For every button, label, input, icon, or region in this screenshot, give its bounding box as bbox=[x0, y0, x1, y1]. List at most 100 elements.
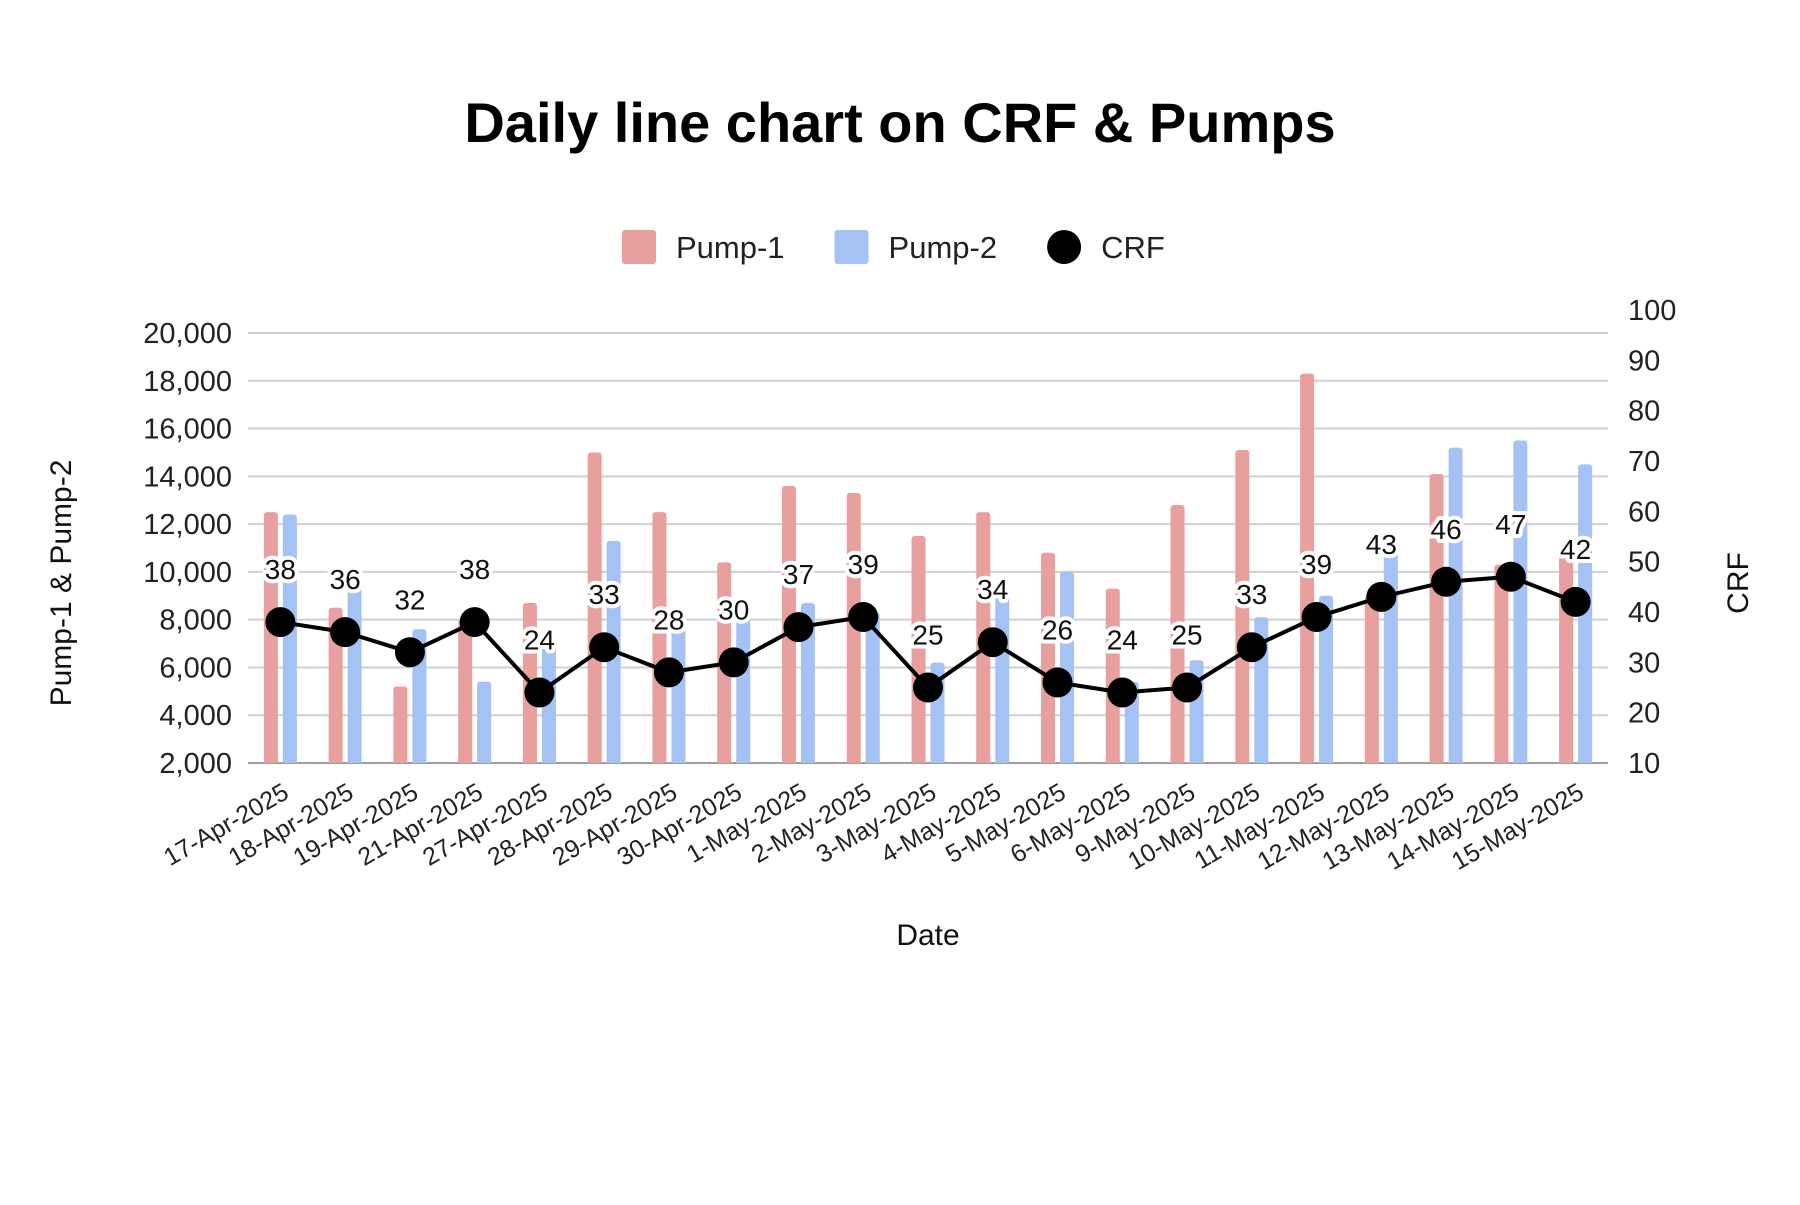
pump-1-bar-base bbox=[1364, 760, 1379, 763]
crf-data-label: 33 bbox=[1236, 579, 1267, 610]
pump-2-bar-base bbox=[1383, 760, 1398, 763]
crf-data-label: 32 bbox=[394, 584, 425, 615]
pump-2-legend-label: Pump-2 bbox=[889, 230, 998, 265]
pump-1-bar-base bbox=[263, 760, 278, 763]
pump-2-bar bbox=[671, 624, 686, 763]
crf-point bbox=[1236, 632, 1267, 663]
left-tick-label: 16,000 bbox=[143, 414, 232, 446]
right-y-axis: 10 20 30 40 50 60 70 80 90 100 bbox=[1628, 295, 1676, 780]
pump-2-bar-base bbox=[1578, 760, 1593, 763]
pump-2-bar-base bbox=[1254, 760, 1269, 763]
pump-2-bar bbox=[1578, 464, 1593, 763]
crf-point bbox=[265, 607, 296, 638]
pump-2-bar-base bbox=[1448, 760, 1463, 763]
crf-data-label: 38 bbox=[265, 554, 296, 585]
pump-2-bar bbox=[865, 612, 880, 763]
pump-2-bar-base bbox=[865, 760, 880, 763]
left-tick-label: 12,000 bbox=[143, 509, 232, 541]
pump-1-bar-base bbox=[1494, 760, 1509, 763]
pump-1-bar-base bbox=[652, 760, 667, 763]
pump-2-bar-base bbox=[671, 760, 686, 763]
pump-2-bar bbox=[1513, 440, 1528, 763]
pump-1-bar-base bbox=[522, 760, 537, 763]
pump-2-bar-base bbox=[541, 760, 556, 763]
crf-data-label: 34 bbox=[977, 574, 1008, 605]
crf-data-labels: 38 36 32 38 24 33 28 30 37 39 25 34 26 24 25 33 39 43 46 47… bbox=[261, 505, 1595, 660]
crf-data-label: 33 bbox=[589, 579, 620, 610]
pump-2-bar bbox=[477, 681, 492, 763]
pump-2-bar bbox=[1383, 548, 1398, 763]
pump-1-bar bbox=[1494, 564, 1509, 763]
crf-point bbox=[1301, 602, 1332, 633]
crf-data-label: 24 bbox=[524, 625, 555, 656]
crf-data-label: 37 bbox=[783, 559, 814, 590]
pump-1-bar bbox=[263, 512, 278, 763]
pump-2-bar bbox=[282, 514, 297, 763]
crf-data-label: 24 bbox=[1107, 625, 1138, 656]
pump-1-bar-base bbox=[587, 760, 602, 763]
crf-data-label: 30 bbox=[718, 594, 749, 625]
crf-point bbox=[524, 677, 555, 708]
chart-title: Daily line chart on CRF & Pumps bbox=[464, 91, 1335, 154]
right-tick-label: 80 bbox=[1628, 396, 1660, 428]
right-tick-label: 100 bbox=[1628, 295, 1676, 327]
crf-data-label: 43 bbox=[1366, 529, 1397, 560]
pump-1-bar bbox=[1300, 373, 1315, 763]
crf-point bbox=[1042, 667, 1073, 698]
right-tick-label: 50 bbox=[1628, 547, 1660, 579]
pump-1-bar-base bbox=[1041, 760, 1056, 763]
left-tick-label: 8,000 bbox=[159, 605, 232, 637]
pump-1-bar-base bbox=[1170, 760, 1185, 763]
pump-2-bar-base bbox=[1513, 760, 1528, 763]
pump-2-bar bbox=[736, 617, 751, 763]
pump-1-bar-base bbox=[458, 760, 473, 763]
pump-1-bar bbox=[1429, 473, 1444, 763]
right-tick-label: 30 bbox=[1628, 647, 1660, 679]
crf-point bbox=[1366, 581, 1397, 612]
crf-point bbox=[459, 607, 490, 638]
crf-point bbox=[1107, 677, 1138, 708]
right-y-axis-title: CRF bbox=[1722, 552, 1755, 614]
pump-1-bar bbox=[328, 607, 343, 763]
pump-2-bar-base bbox=[995, 760, 1010, 763]
crf-data-label: 36 bbox=[330, 564, 361, 595]
crf-legend-label: CRF bbox=[1101, 230, 1165, 265]
pump-1-bar-base bbox=[1105, 760, 1120, 763]
pump-2-bar-base bbox=[930, 760, 945, 763]
pump-1-bar-base bbox=[846, 760, 861, 763]
pump-1-bar bbox=[587, 452, 602, 763]
right-tick-label: 70 bbox=[1628, 446, 1660, 478]
right-tick-label: 60 bbox=[1628, 496, 1660, 528]
pump-1-legend-label: Pump-1 bbox=[676, 230, 785, 265]
crf-point bbox=[589, 632, 620, 663]
pump-1-bar-base bbox=[393, 760, 408, 763]
left-tick-label: 4,000 bbox=[159, 700, 232, 732]
pump-1-bar bbox=[1235, 450, 1250, 763]
crf-point bbox=[718, 647, 749, 678]
pump-1-bar-base bbox=[717, 760, 732, 763]
crf-legend-swatch bbox=[1047, 230, 1082, 264]
pump-2-bar bbox=[995, 595, 1010, 763]
left-y-axis-title: Pump-1 & Pump-2 bbox=[45, 460, 78, 707]
left-tick-label: 10,000 bbox=[143, 557, 232, 589]
left-tick-label: 6,000 bbox=[159, 652, 232, 684]
pump-2-bar-base bbox=[347, 760, 362, 763]
right-tick-label: 40 bbox=[1628, 597, 1660, 629]
crf-point bbox=[653, 657, 684, 688]
pump-2-bar-base bbox=[606, 760, 621, 763]
crf-point bbox=[394, 637, 425, 668]
legend: Pump-1 Pump-2 CRF bbox=[622, 230, 1165, 265]
crf-data-label: 38 bbox=[459, 554, 490, 585]
pump-2-bar bbox=[800, 602, 815, 763]
left-tick-label: 20,000 bbox=[143, 318, 232, 350]
crf-point bbox=[1431, 566, 1462, 597]
pump-2-legend-swatch bbox=[834, 230, 869, 264]
pump-1-legend-swatch bbox=[622, 230, 656, 264]
pump-1-bar-base bbox=[911, 760, 926, 763]
pump-1-bar bbox=[911, 536, 926, 763]
crf-point bbox=[848, 602, 879, 633]
crf-data-label: 42 bbox=[1560, 534, 1591, 565]
pump-1-bar bbox=[458, 619, 473, 763]
crf-point bbox=[1560, 586, 1591, 617]
